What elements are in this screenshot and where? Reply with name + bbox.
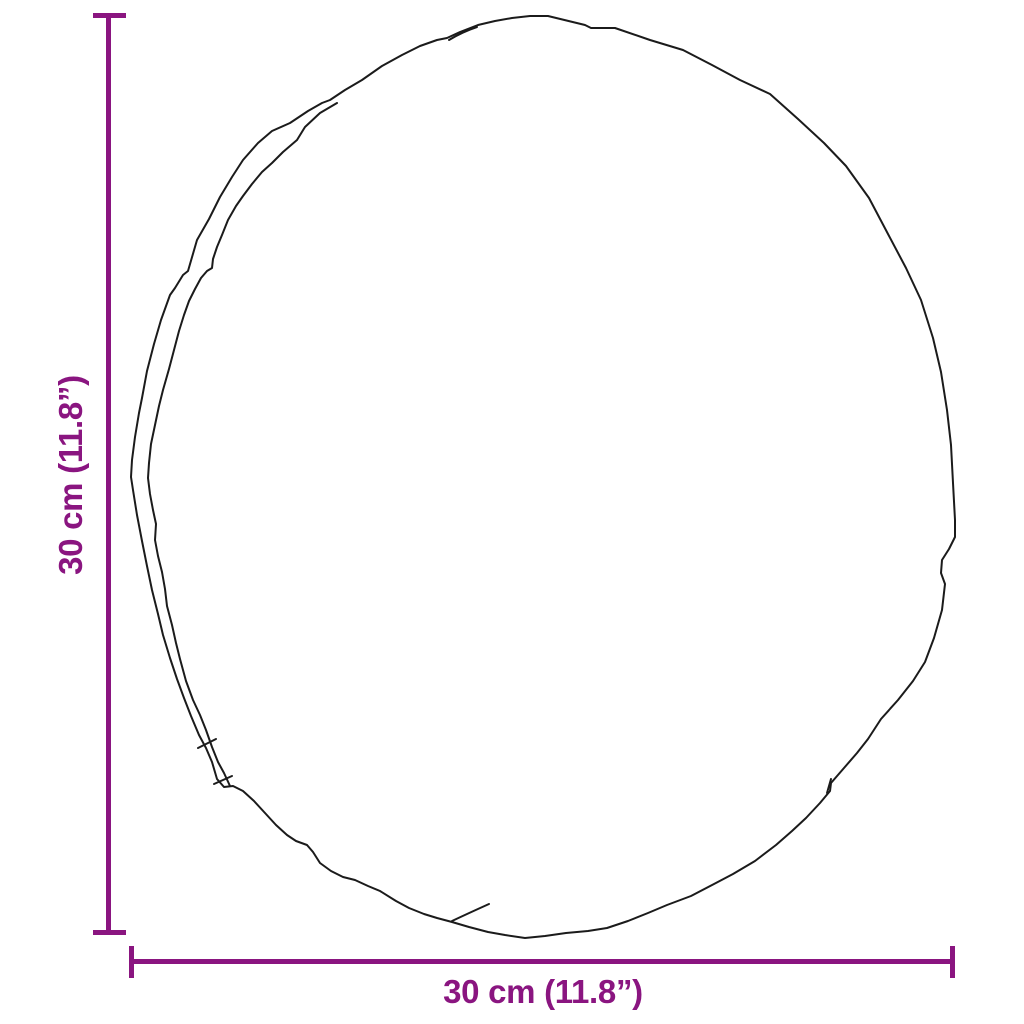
horizontal-dimension-line <box>131 959 953 964</box>
vertical-dimension-line <box>106 15 111 935</box>
height-dimension-label: 30 cm (11.8”) <box>52 375 89 575</box>
vertical-dimension-cap-top <box>93 13 126 18</box>
bottom-stray-stroke <box>451 903 490 922</box>
width-dimension-label: 30 cm (11.8”) <box>443 973 643 1010</box>
seam-tick-2 <box>213 775 233 785</box>
product-outline <box>130 15 956 939</box>
horizontal-dimension-cap-right <box>950 946 955 978</box>
right-spur-stroke <box>826 778 832 794</box>
horizontal-dimension-cap-left <box>129 946 134 978</box>
top-overlap-stroke <box>448 26 478 41</box>
seam-tick-1 <box>197 738 217 749</box>
inner-seam-line <box>147 102 338 787</box>
vertical-dimension-cap-bottom <box>93 930 126 935</box>
